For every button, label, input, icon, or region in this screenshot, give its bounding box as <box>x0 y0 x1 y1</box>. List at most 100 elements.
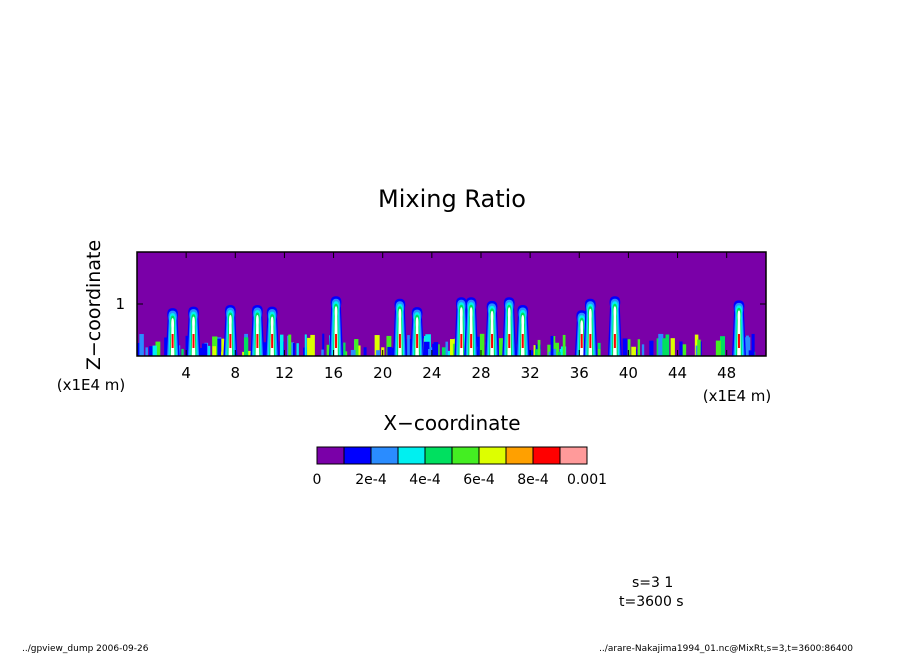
plume-core <box>229 334 232 348</box>
x-tick-label: 32 <box>521 364 540 382</box>
mixing-cell <box>641 344 645 356</box>
colorbar-label: 6e-4 <box>463 472 495 488</box>
mixing-cell <box>152 345 157 356</box>
mixing-cell <box>622 338 628 356</box>
x-axis-ticks: 4 8 12 16 20 24 28 32 36 40 44 48 <box>181 252 736 382</box>
mixing-cell <box>498 338 505 356</box>
plume-core <box>613 334 616 348</box>
x-tick-label: 8 <box>231 364 241 382</box>
mixing-cell <box>665 334 670 356</box>
mixing-cell <box>280 334 284 356</box>
mixing-cell <box>310 334 315 356</box>
x-tick-label: 20 <box>373 364 392 382</box>
x-tick-label: 36 <box>570 364 589 382</box>
plume <box>334 306 338 356</box>
mixing-cell <box>441 347 446 356</box>
colorbar: 0 2e-4 4e-4 6e-4 8e-4 0.001 <box>313 446 607 488</box>
x-axis-unit: (x1E4 m) <box>703 387 772 405</box>
plume-core <box>271 334 274 348</box>
mixing-cell <box>557 351 561 356</box>
mixing-cell <box>631 346 636 356</box>
colorbar-label: 8e-4 <box>517 472 549 488</box>
mixing-cell <box>212 346 217 356</box>
mixing-cell <box>137 342 141 356</box>
chart-title: Mixing Ratio <box>378 185 526 213</box>
mixing-cell <box>288 334 292 356</box>
plume-core <box>470 334 473 348</box>
mixing-cell <box>562 334 566 356</box>
colorbar-swatch <box>316 446 345 465</box>
mixing-cell <box>670 338 675 356</box>
mixing-cell <box>201 343 207 356</box>
plume-core <box>192 334 195 348</box>
plume-core <box>256 334 259 348</box>
plume <box>613 306 617 356</box>
mixing-cell <box>344 351 348 356</box>
plume-layer <box>137 296 756 356</box>
mixing-cell <box>597 348 601 356</box>
mixing-cell <box>350 349 356 356</box>
mixing-cell <box>423 341 430 356</box>
colorbar-label: 0.001 <box>567 472 607 488</box>
mixing-cell <box>304 334 307 356</box>
plume <box>469 307 473 356</box>
mixing-cell <box>433 342 439 356</box>
param-line-2: t=3600 s <box>619 594 684 610</box>
plume <box>398 308 402 356</box>
colorbar-swatch <box>559 446 588 465</box>
mixing-cell <box>296 343 299 356</box>
plume-core <box>737 334 740 348</box>
mixing-cell <box>437 344 440 356</box>
mixing-cell <box>363 347 367 356</box>
plume-core <box>335 334 338 348</box>
y-axis-ticks: 1 <box>115 295 766 313</box>
mixing-cell <box>447 350 451 356</box>
plume <box>588 308 593 356</box>
mixing-cell <box>376 350 381 356</box>
mixing-cell <box>529 350 534 356</box>
mixing-cell <box>748 350 754 356</box>
mixing-cell <box>662 338 668 356</box>
param-line-1: s=3 1 <box>632 575 673 591</box>
mixing-cell <box>548 351 551 356</box>
mixing-cell <box>358 345 361 356</box>
mixing-cell <box>695 345 699 356</box>
mixing-cell <box>145 347 148 356</box>
mixing-cell <box>547 344 553 356</box>
mixing-cell <box>289 342 294 356</box>
mixing-cell <box>715 340 722 356</box>
plume-core <box>491 334 494 348</box>
plume <box>507 307 512 356</box>
mixing-cell <box>679 341 683 356</box>
x-tick-label: 40 <box>619 364 638 382</box>
plume <box>490 310 494 356</box>
colorbar-swatch <box>451 446 480 465</box>
mixing-cell <box>343 342 346 356</box>
x-tick-label: 16 <box>324 364 343 382</box>
mixing-cell <box>322 333 325 356</box>
mixing-cell <box>292 343 296 356</box>
colorbar-swatch <box>397 446 426 465</box>
mixing-cell <box>751 333 755 356</box>
mixing-cell <box>407 335 410 356</box>
mixing-cell <box>185 335 188 356</box>
mixing-cell <box>658 333 664 356</box>
y-tick-label: 1 <box>115 295 125 313</box>
mixing-cell <box>637 339 641 356</box>
colorbar-label: 2e-4 <box>355 472 387 488</box>
colorbar-swatch <box>424 446 453 465</box>
mixing-cell <box>197 347 203 356</box>
mixing-cell <box>262 342 267 356</box>
mixing-cell <box>537 339 541 356</box>
mixing-cell <box>221 338 226 356</box>
mixing-cell <box>155 341 161 356</box>
mixing-cell <box>149 346 154 356</box>
plume-core <box>580 334 583 348</box>
y-axis-label: Z−coordinate <box>83 240 105 370</box>
mixing-cell <box>479 333 485 356</box>
colorbar-swatch <box>478 446 507 465</box>
plume-core <box>460 334 463 348</box>
mixing-cell <box>374 335 380 356</box>
x-axis-label: X−coordinate <box>383 411 520 435</box>
